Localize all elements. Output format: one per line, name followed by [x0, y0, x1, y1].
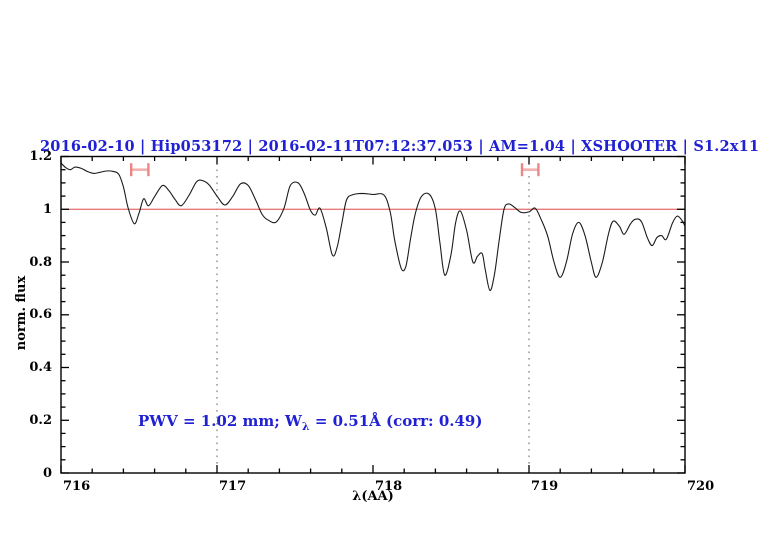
pwv-annotation-prefix: PWV = 1.02 mm; W — [138, 412, 302, 430]
y-tick-label: 0 — [42, 465, 52, 481]
y-tick-label: 0.6 — [29, 307, 52, 323]
x-tick-label: 719 — [531, 479, 559, 494]
spectrum-line — [60, 162, 686, 292]
y-tick-label: 0.4 — [29, 360, 52, 375]
band-marker — [520, 163, 540, 177]
y-tick-label: 0.2 — [29, 412, 52, 428]
y-tick-label: 1.2 — [29, 149, 52, 164]
pwv-annotation-suffix: = 0.51Å (corr: 0.49) — [309, 412, 483, 430]
y-tick-label: 1 — [42, 201, 52, 217]
x-tick-label: 720 — [687, 479, 715, 494]
pwv-annotation-lambda-subscript: λ — [301, 420, 310, 433]
pwv-annotation: PWV = 1.02 mm; Wλ = 0.51Å (corr: 0.49) — [138, 412, 482, 433]
x-tick-label: 717 — [219, 479, 247, 494]
plot-title: 2016-02-10 | Hip053172 | 2016-02-11T07:1… — [40, 138, 760, 155]
band-marker — [129, 163, 150, 177]
x-tick-label: 716 — [63, 479, 91, 494]
x-axis-label: λ(AA) — [352, 489, 394, 504]
y-tick-label: 0.8 — [29, 254, 52, 270]
plot-frame — [60, 155, 686, 474]
x-tick-label: 718 — [375, 479, 403, 494]
